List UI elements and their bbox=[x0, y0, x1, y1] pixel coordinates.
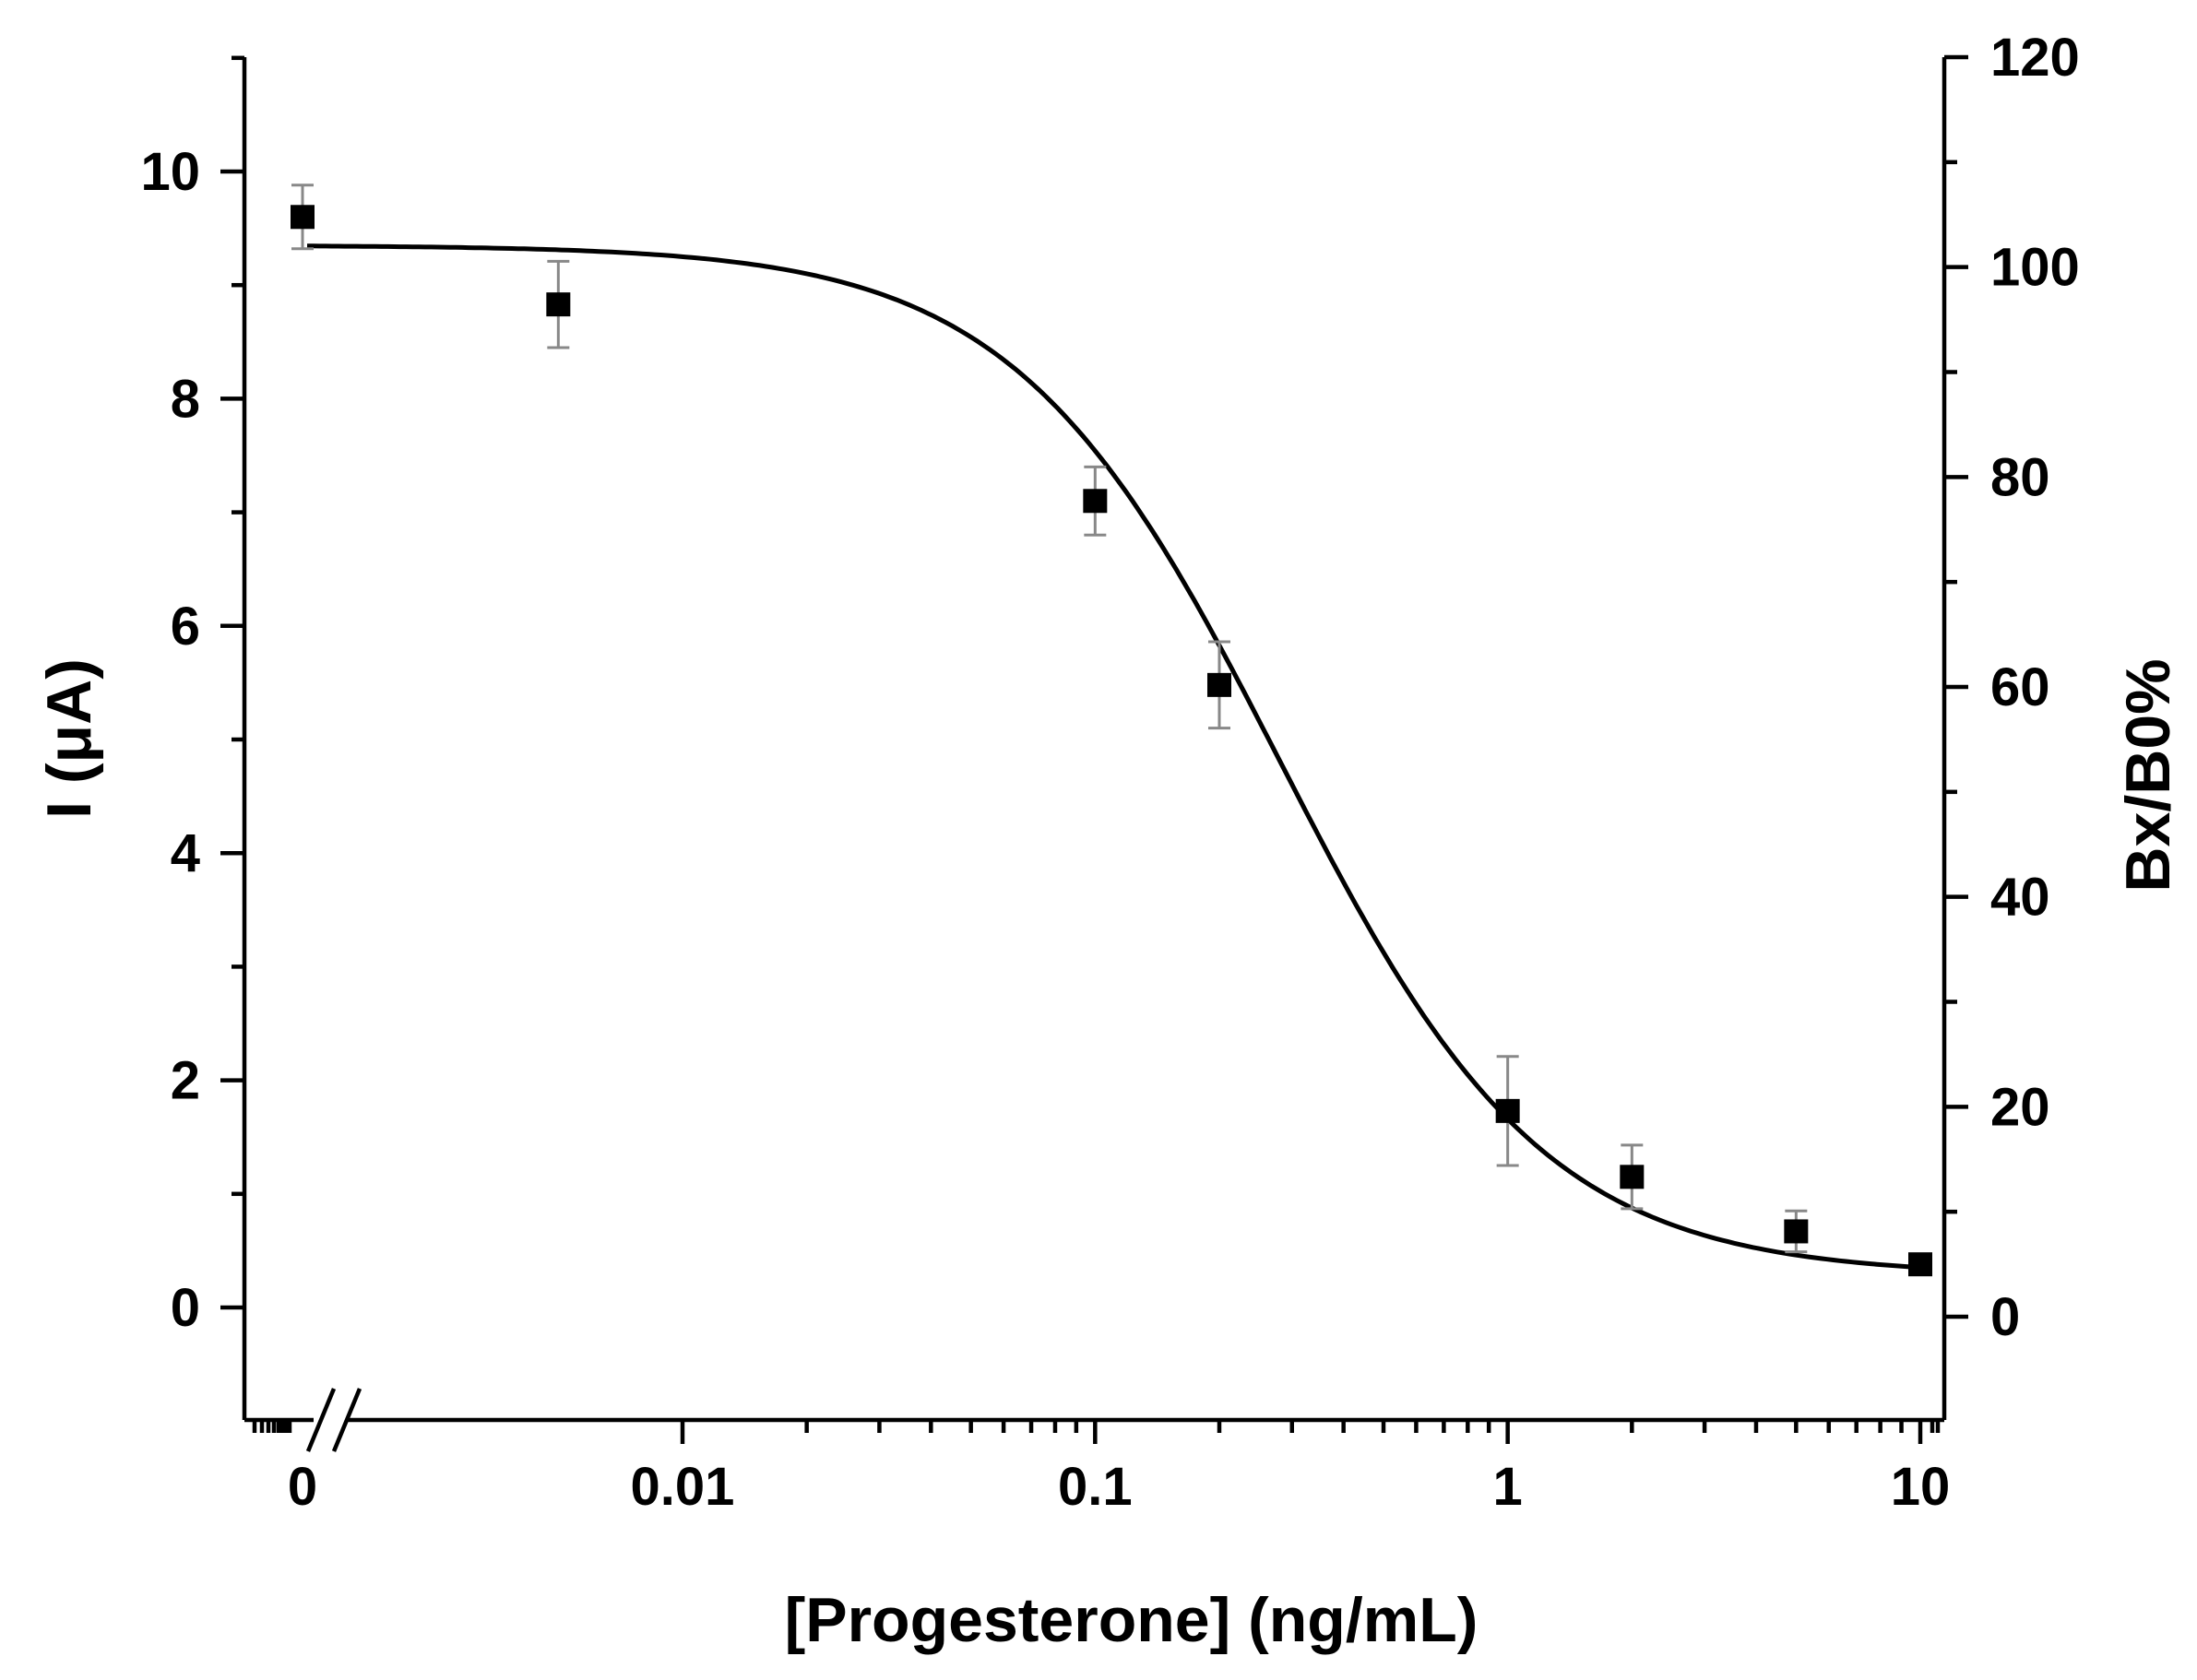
y2-tick-label: 20 bbox=[1990, 1077, 2050, 1137]
x-tick-label: 0.01 bbox=[631, 1457, 735, 1517]
y2-tick-label: 120 bbox=[1990, 28, 2080, 88]
x-axis-title: [Progesterone] (ng/mL) bbox=[785, 1585, 1479, 1655]
data-point bbox=[546, 292, 571, 317]
y-tick-label: 6 bbox=[171, 597, 200, 657]
y-tick-label: 8 bbox=[171, 369, 200, 429]
data-point bbox=[1620, 1165, 1645, 1189]
y2-tick-label: 0 bbox=[1990, 1287, 2020, 1347]
x-axis-break-mark bbox=[331, 1388, 362, 1452]
y-tick-label: 2 bbox=[171, 1051, 200, 1111]
data-point bbox=[1495, 1098, 1520, 1123]
y-tick-label: 0 bbox=[171, 1278, 200, 1338]
data-point bbox=[1908, 1252, 1932, 1277]
data-points-group bbox=[291, 183, 1932, 1277]
y-tick-label: 10 bbox=[140, 142, 200, 202]
x-tick-label: 10 bbox=[1891, 1457, 1951, 1517]
y2-axis-title: Bx/B0% bbox=[2113, 658, 2183, 892]
x-tick-label-zero: 0 bbox=[288, 1457, 317, 1517]
data-point bbox=[1784, 1219, 1809, 1244]
plot-frame bbox=[220, 54, 1968, 1452]
y2-tick-label: 80 bbox=[1990, 447, 2050, 507]
data-point bbox=[1206, 672, 1231, 697]
data-point bbox=[1083, 489, 1108, 514]
data-point bbox=[291, 205, 315, 230]
x-tick-label: 1 bbox=[1493, 1457, 1523, 1517]
y2-tick-label: 100 bbox=[1990, 238, 2080, 298]
y-tick-label: 4 bbox=[171, 823, 200, 883]
fit-curve-group bbox=[307, 243, 1921, 1271]
fit-curve bbox=[307, 243, 1921, 1271]
y2-tick-label: 60 bbox=[1990, 657, 2050, 717]
y-axis-title: I (μA) bbox=[34, 658, 104, 819]
y2-tick-label: 40 bbox=[1990, 868, 2050, 928]
x-axis-break-mark bbox=[305, 1388, 337, 1452]
x-tick-label: 0.1 bbox=[1058, 1457, 1133, 1517]
